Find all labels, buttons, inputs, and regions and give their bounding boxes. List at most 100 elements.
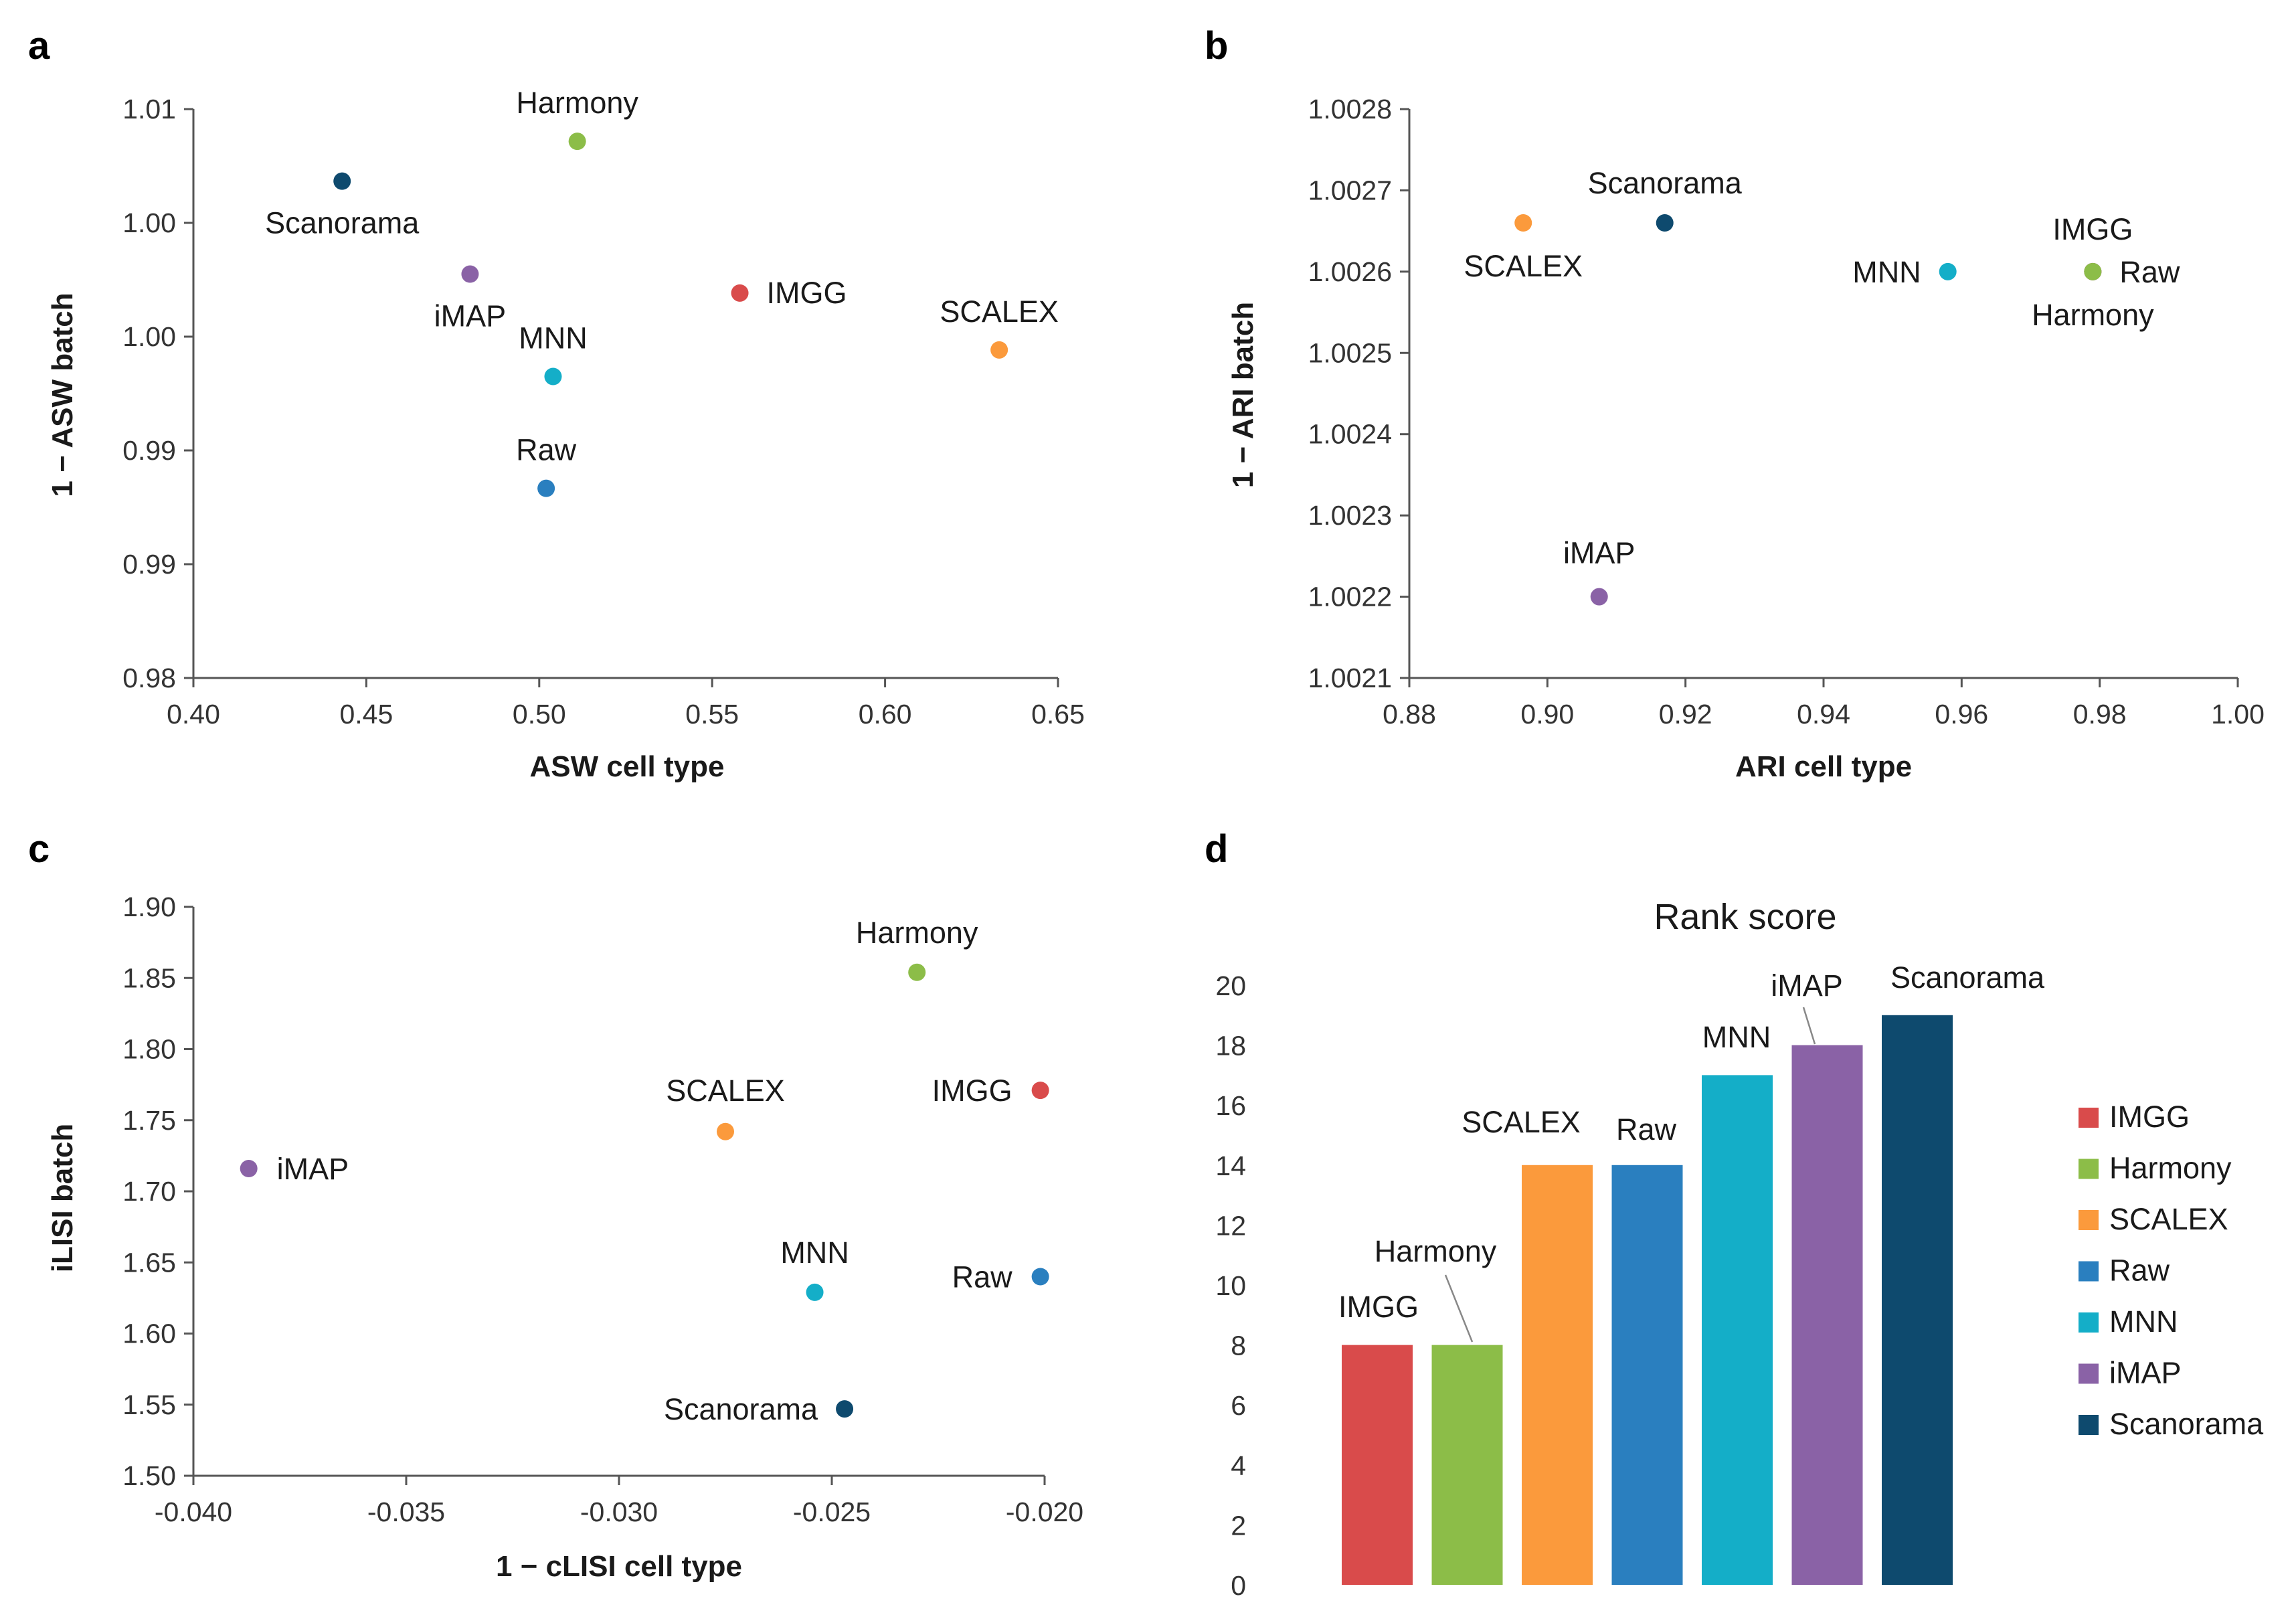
- point-label-scalex: SCALEX: [1464, 249, 1583, 283]
- x-tick-label: 1.00: [2211, 699, 2265, 730]
- y-tick-label: 1.0021: [1308, 663, 1392, 693]
- point-label-scanorama: Scanorama: [664, 1392, 818, 1426]
- point-imap: [461, 265, 479, 283]
- legend-swatch-scalex: [2079, 1210, 2099, 1230]
- point-imgg: [1031, 1082, 1049, 1100]
- y-tick-label: 12: [1215, 1210, 1246, 1241]
- bar-label-imap: iMAP: [1771, 968, 1843, 1003]
- scatter-chart-c: 1 − cLISI cell type iLISI batch 1.50 1.55…: [46, 891, 1083, 1583]
- point-label-imgg: IMGG: [932, 1074, 1012, 1108]
- point-label-scalex: SCALEX: [940, 294, 1059, 329]
- x-tick-label: 0.60: [859, 699, 912, 730]
- x-tick-label: -0.040: [155, 1497, 232, 1527]
- y-tick-label: 1.01: [122, 94, 176, 124]
- point-raw: [1031, 1268, 1049, 1286]
- point-label-harmony: Harmony: [2032, 298, 2154, 332]
- y-tick-label: 0: [1231, 1570, 1246, 1601]
- bar-raw: [1611, 1165, 1683, 1585]
- legend: IMGG Harmony SCALEX Raw MNN iMAP Scanorama: [2079, 1100, 2264, 1441]
- x-tick-label: 0.92: [1659, 699, 1712, 730]
- legend-swatch-raw: [2079, 1261, 2099, 1282]
- y-axis-title-a: 1 − ASW batch: [46, 292, 79, 497]
- y-tick-label: 1.60: [122, 1318, 176, 1349]
- point-scanorama: [1656, 214, 1674, 232]
- bar-chart-d: Rank score 0 2 4 6 8 10 12 14 16 18 20 IMGG Harmony S…: [1215, 897, 2264, 1601]
- panel-label-b: b: [1205, 24, 1228, 68]
- y-tick-label: 0.99: [122, 435, 176, 466]
- x-tick-label: 0.88: [1383, 699, 1436, 730]
- y-tick-label: 16: [1215, 1090, 1246, 1121]
- legend-swatch-scanorama: [2079, 1415, 2099, 1435]
- x-axis-title-a: ASW cell type: [530, 750, 725, 783]
- bar-mnn: [1702, 1075, 1773, 1585]
- legend-label-imgg: IMGG: [2109, 1100, 2190, 1134]
- x-tick-label: 0.45: [339, 699, 393, 730]
- point-harmony: [568, 133, 586, 151]
- y-tick-label: 1.70: [122, 1176, 176, 1207]
- x-tick-label: -0.020: [1006, 1497, 1083, 1527]
- bar-imgg: [1342, 1345, 1413, 1585]
- scatter-chart-b: ARI cell type 1 − ARI batch 1.0021 1.0022…: [1227, 94, 2265, 783]
- y-tick-label: 18: [1215, 1031, 1246, 1061]
- panel-label-a: a: [28, 24, 50, 68]
- x-tick-label: -0.035: [367, 1497, 445, 1527]
- y-tick-label: 1.55: [122, 1389, 176, 1420]
- panel-label-d: d: [1205, 827, 1228, 871]
- point-label-scanorama: Scanorama: [265, 206, 420, 240]
- y-tick-label: 1.0024: [1308, 419, 1392, 450]
- point-raw: [537, 479, 555, 497]
- y-tick-label: 10: [1215, 1270, 1246, 1301]
- legend-label-scalex: SCALEX: [2109, 1202, 2228, 1236]
- y-tick-label: 0.99: [122, 549, 176, 580]
- y-tick-label: 1.0023: [1308, 500, 1392, 531]
- legend-label-harmony: Harmony: [2109, 1151, 2232, 1185]
- point-label-imgg: IMGG: [767, 276, 847, 310]
- y-tick-label: 2: [1231, 1510, 1246, 1541]
- point-harmony: [2084, 262, 2102, 280]
- legend-swatch-mnn: [2079, 1312, 2099, 1333]
- y-tick-label: 14: [1215, 1150, 1246, 1181]
- x-tick-label: 0.55: [685, 699, 739, 730]
- y-tick-label: 1.80: [122, 1034, 176, 1065]
- legend-label-imap: iMAP: [2109, 1356, 2182, 1390]
- panel-label-c: c: [28, 827, 50, 871]
- x-tick-label: 0.90: [1520, 699, 1574, 730]
- y-tick-label: 1.00: [122, 207, 176, 238]
- x-axis-title-b: ARI cell type: [1735, 750, 1912, 783]
- leader-line: [1802, 1007, 1816, 1045]
- x-tick-label: 0.98: [2073, 699, 2127, 730]
- y-tick-label: 1.50: [122, 1460, 176, 1491]
- point-scalex: [990, 341, 1008, 359]
- bar-label-raw: Raw: [1616, 1112, 1677, 1146]
- point-scalex: [1514, 214, 1532, 232]
- legend-label-raw: Raw: [2109, 1254, 2170, 1288]
- chart-title-d: Rank score: [1654, 897, 1836, 937]
- point-label-imap: iMAP: [1563, 536, 1636, 570]
- y-tick-label: 1.0027: [1308, 175, 1392, 205]
- legend-label-scanorama: Scanorama: [2109, 1407, 2264, 1441]
- y-tick-label: 1.0022: [1308, 582, 1392, 612]
- bar-label-harmony: Harmony: [1375, 1234, 1497, 1268]
- bar-label-imgg: IMGG: [1338, 1290, 1419, 1324]
- scatter-chart-a: ASW cell type 1 − ASW batch 0.98 0.99 0.99…: [46, 86, 1085, 783]
- y-tick-label: 4: [1231, 1450, 1246, 1481]
- point-label-scanorama: Scanorama: [1588, 166, 1743, 200]
- bar-label-mnn: MNN: [1702, 1020, 1771, 1054]
- x-axis-title-c: 1 − cLISI cell type: [496, 1550, 742, 1583]
- y-tick-label: 1.0025: [1308, 337, 1392, 368]
- point-label-harmony: Harmony: [516, 86, 638, 120]
- point-label-mnn: MNN: [1852, 255, 1921, 289]
- point-label-mnn: MNN: [780, 1235, 849, 1270]
- x-tick-label: 0.50: [513, 699, 566, 730]
- y-tick-label: 20: [1215, 970, 1246, 1001]
- bar-scanorama: [1882, 1015, 1953, 1585]
- point-label-imap: iMAP: [277, 1152, 349, 1186]
- x-tick-label: 0.94: [1797, 699, 1850, 730]
- point-mnn: [1939, 262, 1957, 280]
- y-tick-label: 1.65: [122, 1247, 176, 1278]
- y-axis-title-b: 1 − ARI batch: [1227, 302, 1259, 488]
- y-tick-label: 1.0026: [1308, 256, 1392, 287]
- y-tick-label: 1.90: [122, 891, 176, 922]
- y-tick-label: 1.85: [122, 962, 176, 993]
